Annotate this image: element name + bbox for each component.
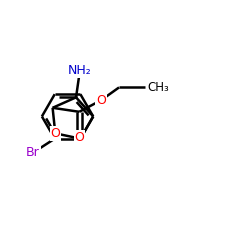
Text: Br: Br bbox=[26, 146, 40, 159]
Text: CH₃: CH₃ bbox=[148, 81, 170, 94]
Text: O: O bbox=[50, 127, 60, 140]
Text: O: O bbox=[96, 94, 106, 107]
Text: O: O bbox=[74, 131, 84, 144]
Text: NH₂: NH₂ bbox=[68, 64, 92, 77]
